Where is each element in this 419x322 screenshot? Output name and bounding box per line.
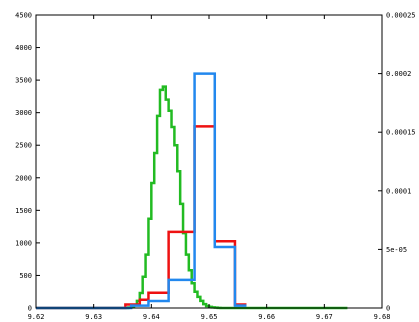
y-right-tick-label: 0.0002: [386, 70, 411, 78]
y-left-tick-label: 3500: [15, 77, 32, 85]
y-left-tick-label: 1500: [15, 207, 32, 215]
y-left-tick-label: 4000: [15, 44, 32, 52]
y-right-tick-label: 0: [386, 305, 390, 313]
x-tick-label: 9.63: [85, 313, 102, 321]
x-tick-label: 9.62: [28, 313, 45, 321]
x-tick-label: 9.68: [374, 313, 391, 321]
y-left-tick-label: 1000: [15, 239, 32, 247]
y-left-tick-label: 0: [28, 305, 32, 313]
y-left-tick-label: 2500: [15, 142, 32, 150]
y-right-tick-label: 0.00015: [386, 129, 416, 137]
x-tick-label: 9.66: [258, 313, 275, 321]
series-0-histogram: [36, 85, 348, 310]
series-layer: [36, 72, 348, 310]
plot-frame: [35, 14, 383, 309]
y-right-tick-label: 0.0001: [386, 187, 411, 195]
y-left-tick-label: 2000: [15, 174, 32, 182]
series-2-histogram: [36, 72, 247, 310]
y-left-tick-label: 500: [19, 272, 32, 280]
y-right-tick-label: 0.00025: [386, 12, 416, 20]
y-right-tick-label: 5e-05: [386, 246, 407, 254]
axes-layer: 9.62 9.63 9.64 9.65 9.66 9.67 9.68050010001500…: [15, 12, 415, 322]
x-tick-label: 9.65: [201, 313, 218, 321]
y-left-tick-label: 4500: [15, 12, 32, 20]
x-tick-label: 9.67: [316, 313, 333, 321]
x-tick-label: 9.64: [143, 313, 160, 321]
y-left-tick-label: 3000: [15, 109, 32, 117]
